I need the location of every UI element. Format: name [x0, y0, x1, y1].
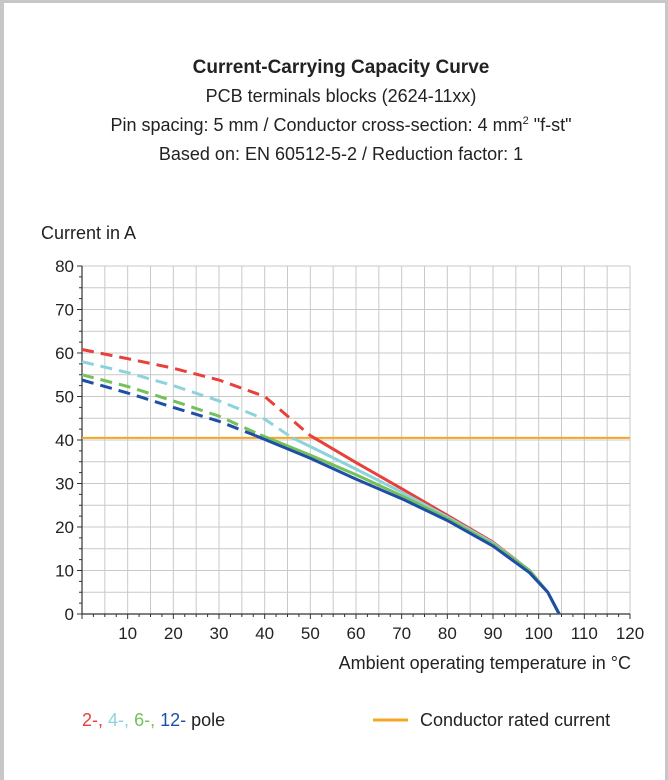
y-tick-label-40: 40 — [55, 431, 74, 450]
series-2-solid — [309, 434, 561, 615]
y-tick-label-10: 10 — [55, 562, 74, 581]
series-6-dashed — [81, 373, 261, 437]
series-layer — [81, 348, 630, 615]
grid-layer — [82, 265, 631, 614]
series-12-dashed — [81, 378, 257, 437]
y-tick-label-80: 80 — [55, 257, 74, 276]
y-tick-label-70: 70 — [55, 301, 74, 320]
legend-pole-4: 4-, — [108, 710, 129, 730]
y-tick-label-30: 30 — [55, 475, 74, 494]
subtitle-2-main: Pin spacing: 5 mm / Conductor cross-sect… — [110, 115, 522, 135]
x-tick-label-120: 120 — [616, 624, 644, 643]
x-tick-label-80: 80 — [438, 624, 457, 643]
frame-top-border — [0, 0, 668, 3]
y-tick-label-20: 20 — [55, 518, 74, 537]
x-tick-label-50: 50 — [301, 624, 320, 643]
y-tick-label-60: 60 — [55, 344, 74, 363]
legend-rated-label: Conductor rated current — [420, 710, 610, 730]
series-12-solid — [254, 434, 561, 615]
x-tick-label-60: 60 — [347, 624, 366, 643]
series-4-dashed — [81, 360, 293, 440]
legend-pole-2: 2-, — [82, 710, 103, 730]
tick-label-layer: 10 20 30 40 50 60 70 80 90 100 110 120 0 10 20 30 40 50 60… — [55, 257, 644, 643]
x-tick-label-10: 10 — [118, 624, 137, 643]
x-tick-label-110: 110 — [571, 624, 598, 643]
chart-subtitle-2: Pin spacing: 5 mm / Conductor cross-sect… — [110, 115, 571, 135]
y-tick-label-50: 50 — [55, 388, 74, 407]
x-tick-label-30: 30 — [210, 624, 229, 643]
legend-pole-suffix: pole — [191, 710, 225, 730]
legend-pole-6: 6-, — [134, 710, 155, 730]
chart-title: Current-Carrying Capacity Curve — [193, 57, 490, 78]
chart-subtitle-3: Based on: EN 60512-5-2 / Reduction facto… — [159, 144, 523, 164]
x-tick-label-100: 100 — [524, 624, 552, 643]
chart-subtitle-1: PCB terminals blocks (2624-11xx) — [206, 86, 477, 106]
axis-layer — [77, 265, 631, 619]
x-axis-label: Ambient operating temperature in °C — [339, 653, 631, 673]
legend-poles: 2-, 4-, 6-, 12- pole — [82, 710, 225, 730]
y-tick-label-0: 0 — [65, 605, 74, 624]
x-tick-label-70: 70 — [392, 624, 411, 643]
frame-right-border — [665, 0, 668, 780]
y-axis-label: Current in A — [41, 223, 136, 243]
x-tick-label-20: 20 — [164, 624, 183, 643]
legend-pole-12: 12- — [160, 710, 186, 730]
subtitle-2-suffix: "f-st" — [529, 115, 572, 135]
subtitle-2-superscript: 2 — [523, 115, 529, 127]
x-tick-label-40: 40 — [255, 624, 274, 643]
x-tick-label-90: 90 — [484, 624, 503, 643]
frame-left-border — [0, 0, 4, 780]
series-2-dashed — [81, 348, 312, 437]
